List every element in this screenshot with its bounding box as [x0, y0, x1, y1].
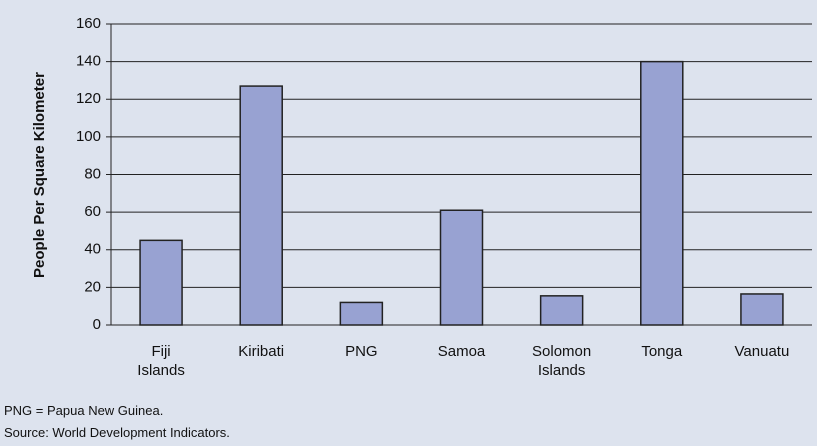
x-tick-label: PNG	[345, 343, 378, 360]
x-tick-label: Vanuatu	[734, 343, 790, 360]
y-tick-label: 0	[93, 316, 101, 333]
bar	[239, 85, 283, 326]
y-tick-label: 100	[76, 128, 101, 145]
bar	[539, 295, 584, 326]
y-axis-label: People Per Square Kilometer	[31, 72, 48, 278]
x-tick-label: Solomon Islands	[532, 343, 592, 379]
y-tick-label: 20	[84, 278, 101, 295]
y-tick-label: 140	[76, 53, 101, 70]
y-tick-label: 160	[76, 15, 101, 32]
bar	[339, 301, 384, 326]
bar	[439, 209, 484, 326]
y-tick-label: 60	[84, 203, 101, 220]
x-tick-label: Fiji Islands	[137, 343, 185, 379]
x-tick-label: Kiribati	[238, 343, 285, 360]
y-tick-label: 80	[84, 165, 101, 182]
note: Source: World Development Indicators.	[4, 425, 230, 440]
bar	[139, 239, 183, 326]
x-tick-label: Tonga	[641, 343, 683, 360]
x-tick-label: Samoa	[437, 343, 486, 360]
y-tick-label: 40	[84, 241, 101, 258]
y-tick-label: 120	[76, 90, 101, 107]
bar	[740, 293, 784, 326]
bar	[640, 60, 684, 326]
note: PNG = Papua New Guinea.	[4, 403, 164, 418]
